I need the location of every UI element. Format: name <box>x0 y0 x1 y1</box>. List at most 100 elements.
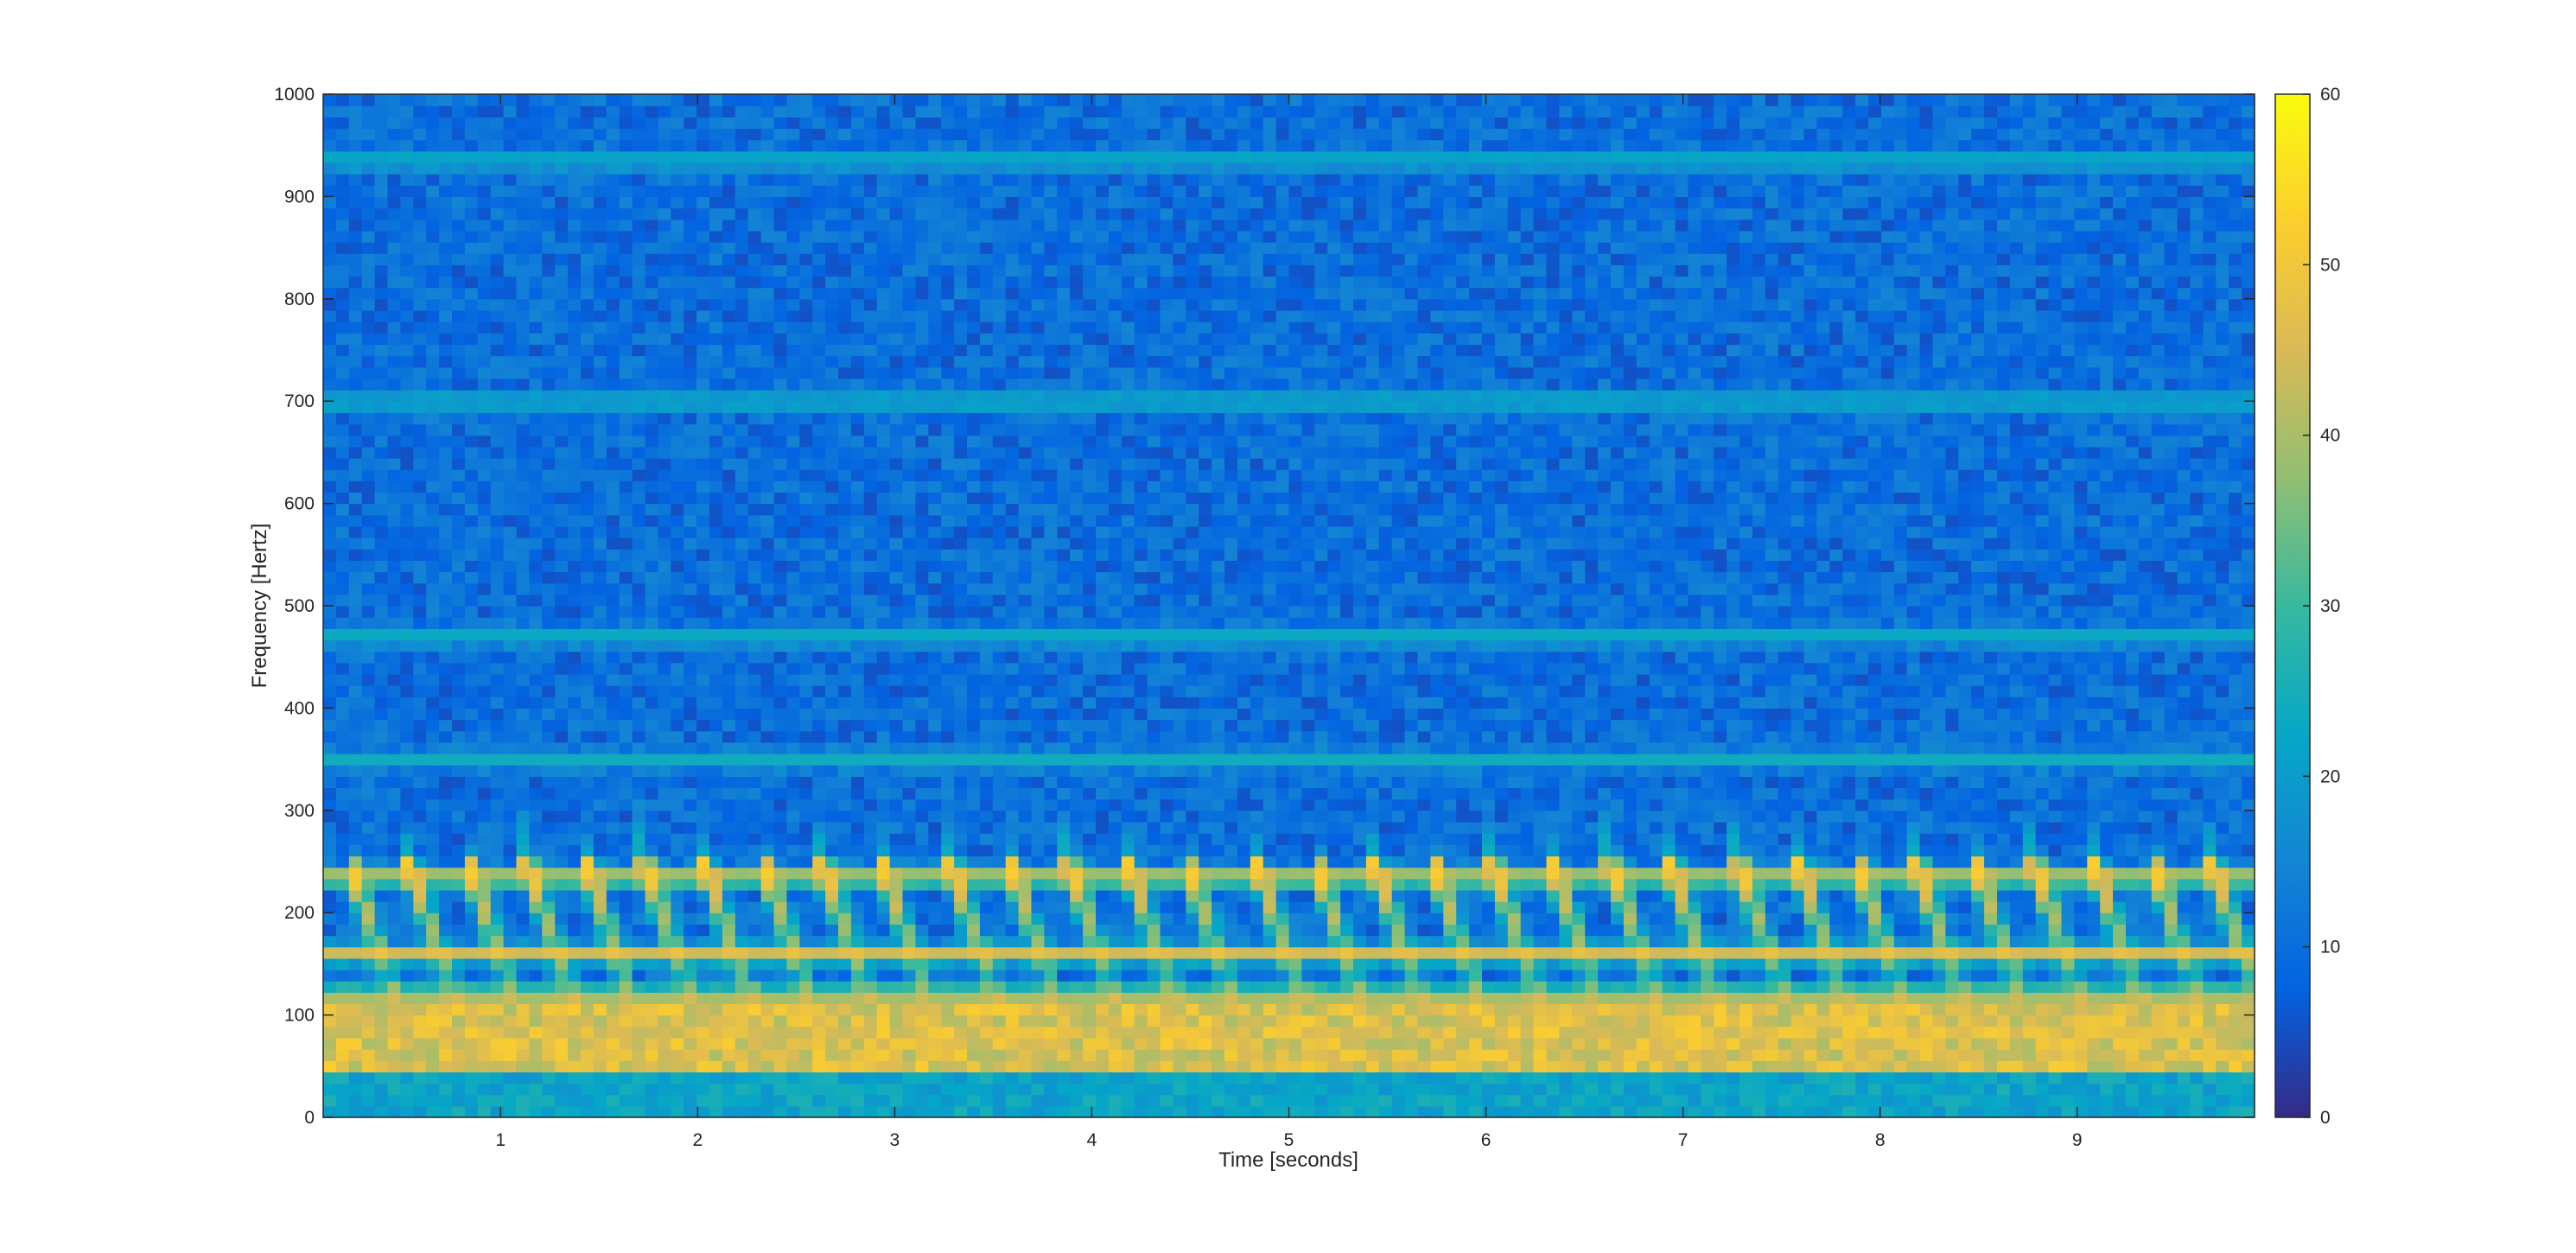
spectrogram-cell <box>361 333 376 346</box>
spectrogram-cell <box>439 185 453 197</box>
spectrogram-cell <box>979 673 994 686</box>
spectrogram-cell <box>555 889 569 902</box>
spectrogram-cell <box>632 1037 646 1050</box>
spectrogram-cell <box>568 787 582 800</box>
spectrogram-cell <box>722 957 736 970</box>
spectrogram-cell <box>889 412 904 425</box>
spectrogram-cell <box>593 1026 607 1039</box>
spectrogram-cell <box>735 560 749 573</box>
spectrogram-cell <box>696 867 710 880</box>
spectrogram-cell <box>335 242 350 254</box>
spectrogram-cell <box>606 264 620 277</box>
spectrogram-cell <box>876 924 891 937</box>
spectrogram-cell <box>786 412 800 425</box>
spectrogram-cell <box>838 446 852 459</box>
spectrogram-cell <box>979 889 994 902</box>
spectrogram-cell <box>876 480 891 493</box>
spectrogram-cell <box>581 844 595 857</box>
spectrogram-cell <box>323 321 337 334</box>
spectrogram-cell <box>773 696 787 709</box>
spectrogram-cell <box>915 1083 929 1096</box>
spectrogram-cell <box>786 423 800 436</box>
spectrogram-cell <box>361 1014 376 1027</box>
spectrogram-cell <box>773 344 787 357</box>
spectrogram-cell <box>632 639 646 652</box>
spectrogram-cell <box>709 822 723 834</box>
spectrogram-cell <box>979 924 994 937</box>
spectrogram-cell <box>490 957 505 970</box>
spectrogram-cell <box>941 230 955 243</box>
spectrogram-cell <box>606 230 620 243</box>
spectrogram-cell <box>413 128 427 141</box>
spectrogram-cell <box>516 469 530 481</box>
spectrogram-cell <box>979 708 994 721</box>
spectrogram-cell <box>516 957 530 970</box>
spectrogram-cell <box>542 378 556 391</box>
spectrogram-cell <box>863 606 878 618</box>
spectrogram-cell <box>915 242 929 254</box>
spectrogram-cell <box>889 276 904 289</box>
spectrogram-cell <box>902 957 916 970</box>
spectrogram-cell <box>581 582 595 595</box>
spectrogram-cell <box>684 298 697 311</box>
spectrogram-cell <box>979 446 994 459</box>
spectrogram-cell <box>1005 105 1020 118</box>
spectrogram-cell <box>863 344 878 357</box>
spectrogram-cell <box>747 833 762 845</box>
spectrogram-cell <box>387 366 401 379</box>
spectrogram-cell <box>722 901 736 913</box>
spectrogram-cell <box>348 446 363 459</box>
spectrogram-cell <box>477 844 492 857</box>
spectrogram-cell <box>348 833 363 845</box>
spectrogram-cell <box>876 355 891 368</box>
spectrogram-cell <box>1005 264 1020 277</box>
spectrogram-cell <box>863 935 878 948</box>
spectrogram-cell <box>696 719 710 732</box>
spectrogram-cell <box>658 207 671 220</box>
spectrogram-cell <box>722 514 736 527</box>
spectrogram-cell <box>696 298 710 311</box>
spectrogram-cell <box>760 423 775 436</box>
spectrogram-cell <box>954 617 968 629</box>
spectrogram-cell <box>838 139 852 152</box>
spectrogram-cell <box>323 480 337 493</box>
spectrogram-cell <box>426 867 440 880</box>
spectrogram-cell <box>529 901 543 913</box>
spectrogram-cell <box>581 889 595 902</box>
spectrogram-cell <box>529 1037 543 1050</box>
spectrogram-cell <box>838 310 852 322</box>
spectrogram-cell <box>542 287 556 300</box>
spectrogram-cell <box>1018 480 1033 493</box>
spectrogram-cell <box>825 571 839 584</box>
spectrogram-cell <box>555 560 569 573</box>
spectrogram-cell <box>348 423 363 436</box>
spectrogram-cell <box>581 105 595 118</box>
spectrogram-cell <box>760 833 775 845</box>
spectrogram-cell <box>632 1060 646 1072</box>
spectrogram-cell <box>361 673 376 686</box>
spectrogram-cell <box>593 333 607 346</box>
spectrogram-cell <box>645 390 658 402</box>
spectrogram-cell <box>439 685 453 697</box>
spectrogram-cell <box>658 458 671 470</box>
spectrogram-cell <box>954 560 968 573</box>
spectrogram-cell <box>722 549 736 561</box>
spectrogram-cell <box>426 957 440 970</box>
spectrogram-cell <box>387 776 401 789</box>
spectrogram-cell <box>671 94 684 106</box>
spectrogram-cell <box>632 970 646 982</box>
spectrogram-cell <box>452 651 466 664</box>
spectrogram-cell <box>568 105 582 118</box>
spectrogram-cell <box>735 867 749 880</box>
spectrogram-cell <box>464 970 479 982</box>
spectrogram-cell <box>876 741 891 754</box>
spectrogram-cell <box>516 673 530 686</box>
spectrogram-cell <box>439 924 453 937</box>
spectrogram-cell <box>374 673 389 686</box>
spectrogram-cell <box>1005 503 1020 516</box>
spectrogram-cell <box>967 901 981 913</box>
spectrogram-cell <box>902 480 916 493</box>
spectrogram-cell <box>542 1003 556 1016</box>
spectrogram-cell <box>696 651 710 664</box>
spectrogram-cell <box>1018 924 1033 937</box>
